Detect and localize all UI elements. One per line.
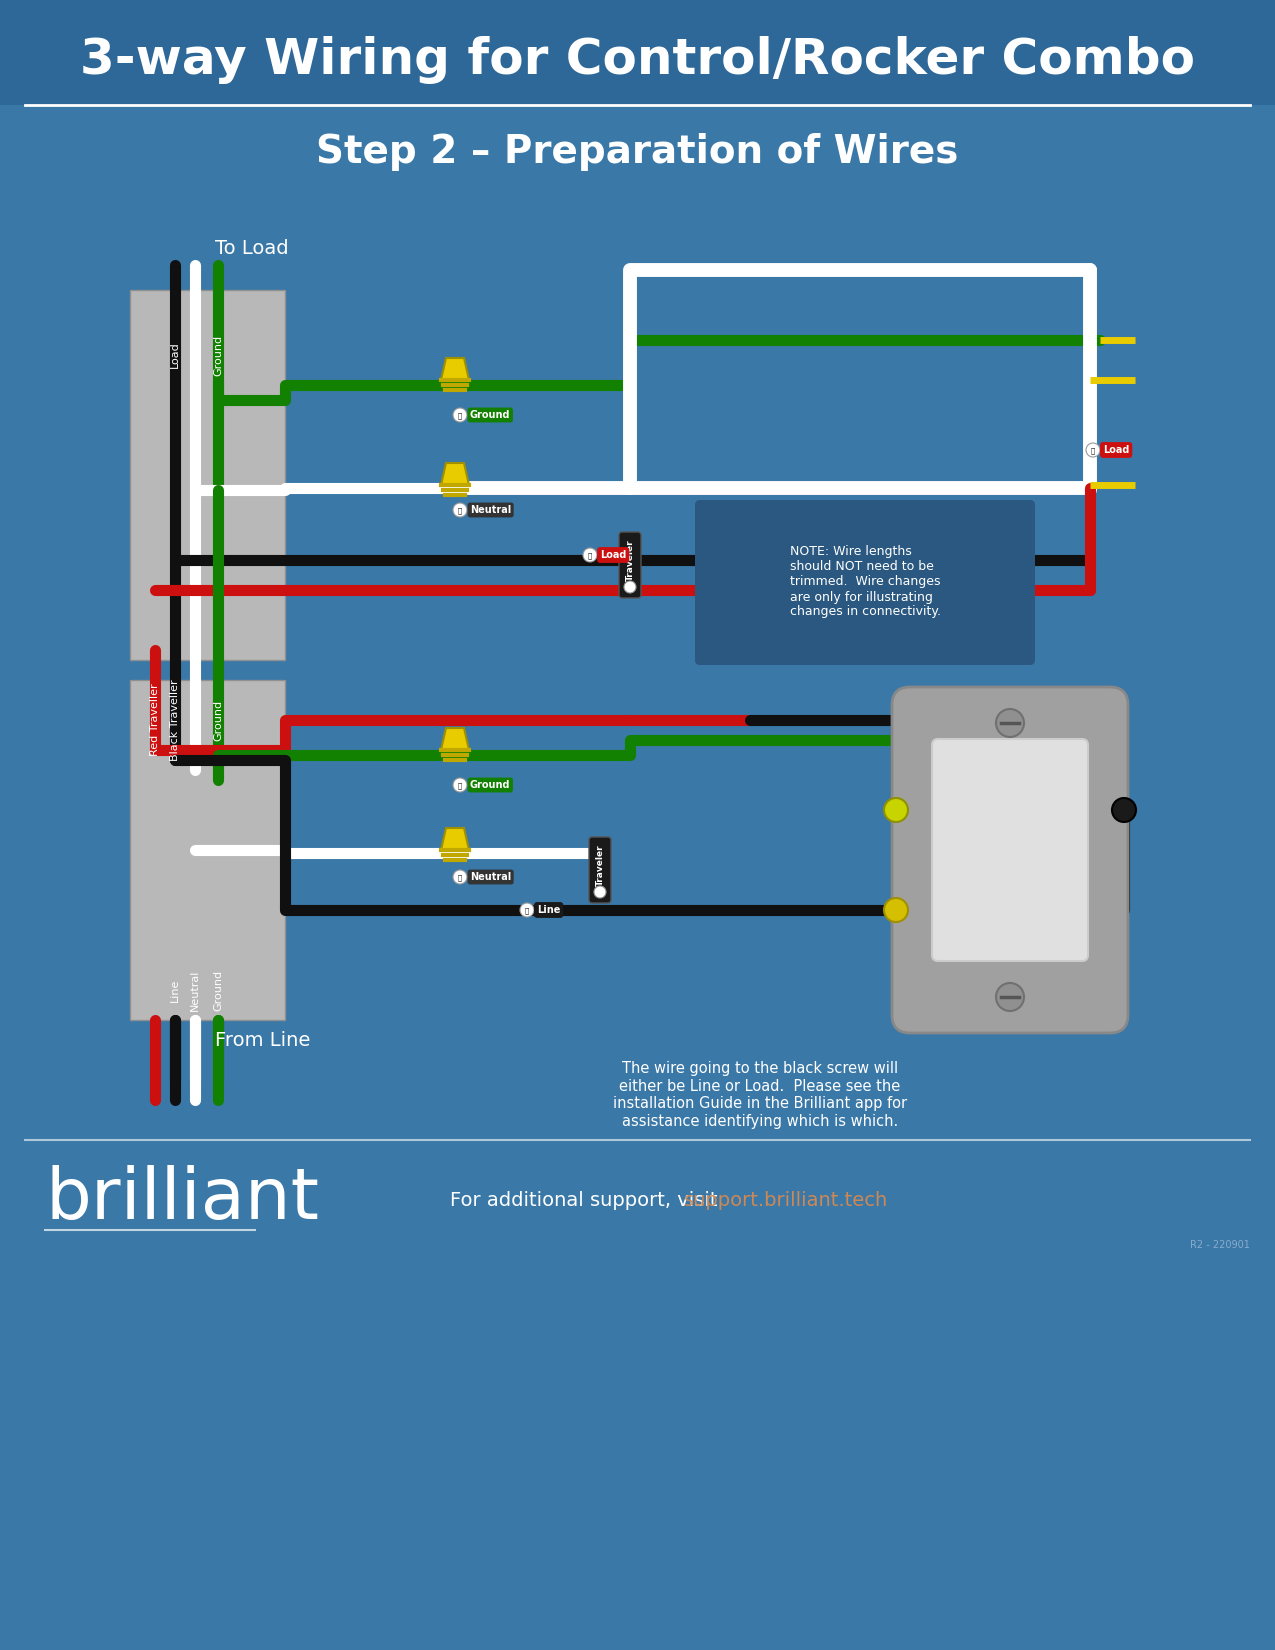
Polygon shape [441,358,469,380]
Text: Neutral: Neutral [190,335,200,376]
FancyBboxPatch shape [589,837,611,903]
Text: Ground: Ground [213,700,223,741]
Circle shape [594,886,606,898]
Circle shape [1086,442,1100,457]
Bar [0,0,1275,106]
Circle shape [996,983,1024,1011]
Text: 3-way Wiring for Control/Rocker Combo: 3-way Wiring for Control/Rocker Combo [79,36,1195,84]
Circle shape [623,581,636,592]
Text: Neutral: Neutral [190,969,200,1011]
Text: Ⓘ: Ⓘ [458,412,462,419]
Text: Load: Load [170,342,180,368]
Polygon shape [441,728,469,751]
Text: The wire going to the black screw will
either be Line or Load.  Please see the
i: The wire going to the black screw will e… [613,1061,907,1129]
Text: From Line: From Line [215,1031,310,1049]
Circle shape [520,903,534,917]
Circle shape [583,548,597,563]
Text: support.brilliant.tech: support.brilliant.tech [683,1191,889,1209]
Text: Line: Line [170,978,180,1002]
Circle shape [453,779,467,792]
Text: Traveler: Traveler [595,845,604,886]
Text: Neutral: Neutral [190,700,200,741]
Circle shape [453,503,467,516]
Text: Neutral: Neutral [470,871,511,883]
Text: For additional support, visit: For additional support, visit [450,1191,724,1209]
Text: R2 - 220901: R2 - 220901 [1190,1241,1250,1251]
Text: Ground: Ground [213,335,223,376]
Text: Step 2 – Preparation of Wires: Step 2 – Preparation of Wires [316,134,959,172]
Text: Line: Line [537,904,561,916]
Circle shape [453,408,467,422]
Text: Traveler: Traveler [626,540,635,581]
Text: Ground: Ground [470,409,510,421]
FancyBboxPatch shape [618,531,641,597]
Circle shape [1112,799,1136,822]
Circle shape [453,870,467,884]
Polygon shape [441,828,469,850]
Text: Black Traveller: Black Traveller [170,680,180,761]
Circle shape [884,898,908,922]
Circle shape [884,799,908,822]
Text: Ⓘ: Ⓘ [1091,447,1095,454]
Text: Ⓘ: Ⓘ [458,874,462,881]
Bar [130,290,286,660]
Text: Load: Load [601,549,626,559]
Text: Ⓘ: Ⓘ [458,782,462,789]
Polygon shape [441,464,469,485]
FancyBboxPatch shape [695,500,1035,665]
Text: Ground: Ground [470,780,510,790]
Text: Ground: Ground [213,970,223,1010]
Bar [130,680,286,1020]
Text: Ⓘ: Ⓘ [588,553,592,559]
Text: Red Traveller: Red Traveller [150,683,159,756]
FancyBboxPatch shape [892,686,1128,1033]
Text: Ⓘ: Ⓘ [458,507,462,513]
FancyBboxPatch shape [932,739,1088,960]
Text: Neutral: Neutral [470,505,511,515]
Text: brilliant: brilliant [45,1165,319,1234]
Circle shape [996,710,1024,738]
Text: To Load: To Load [215,239,288,257]
Text: Load: Load [1103,446,1130,455]
Text: NOTE: Wire lengths
should NOT need to be
trimmed.  Wire changes
are only for ill: NOTE: Wire lengths should NOT need to be… [789,546,941,619]
Text: Ⓘ: Ⓘ [525,908,529,914]
